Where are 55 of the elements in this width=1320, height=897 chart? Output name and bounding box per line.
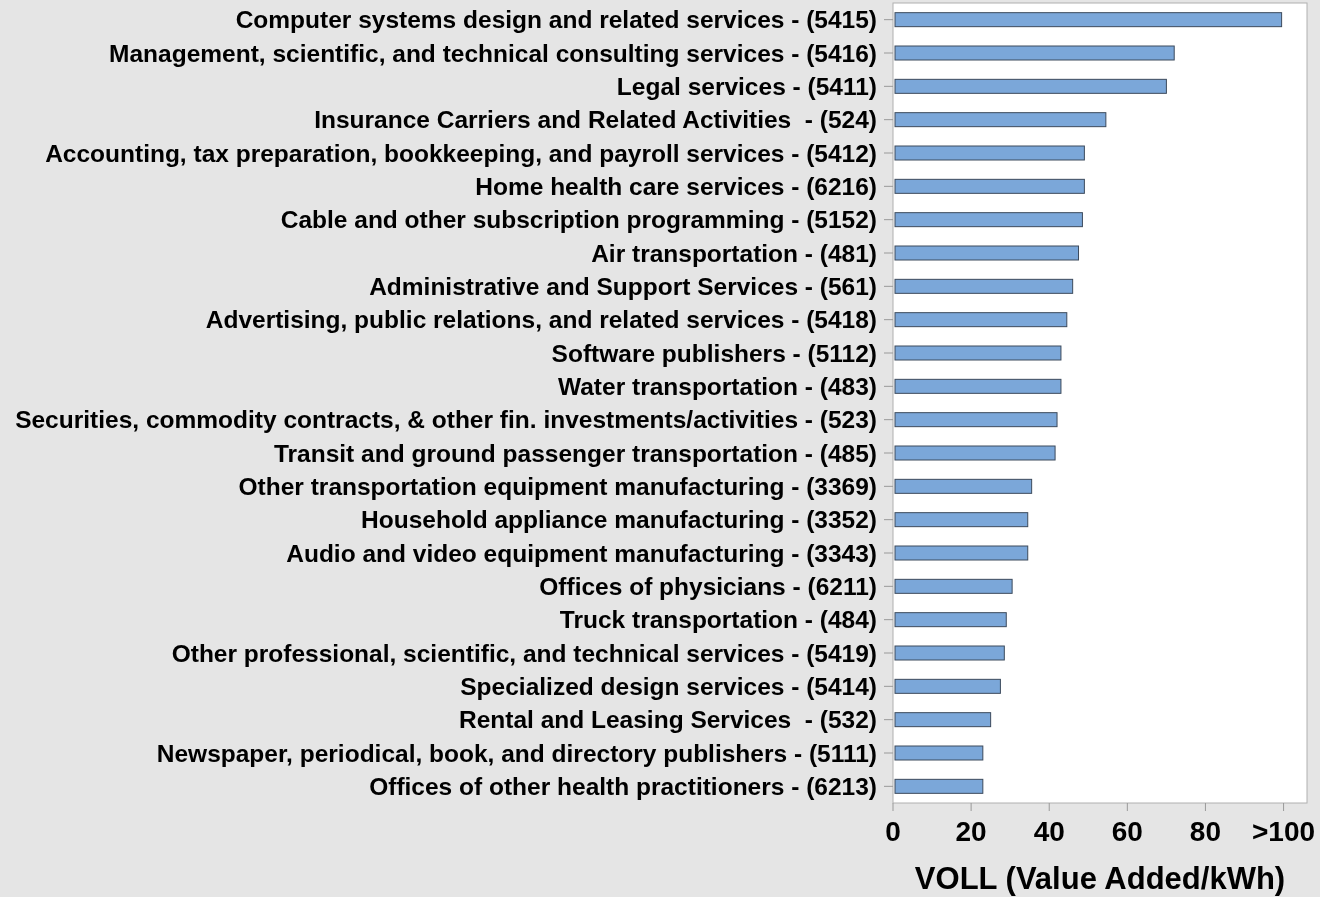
y-tick-label: Securities, commodity contracts, & other fin. investments/activities - (523) <box>15 406 877 434</box>
bar <box>894 545 1029 561</box>
x-tick-label: 60 <box>1111 816 1143 847</box>
bar <box>894 445 1056 461</box>
bar <box>894 245 1080 261</box>
bar <box>894 612 1007 628</box>
y-tick-label: Legal services - (5411) <box>616 72 877 100</box>
y-tick-label: Transit and ground passenger transportation - (485) <box>273 439 877 467</box>
y-tick-label: Truck transportation - (484) <box>559 606 877 634</box>
y-tick-label: Other transportation equipment manufacturing - (3369) <box>238 472 877 500</box>
y-tick-label: Computer systems design and related services - (5415) <box>235 6 877 34</box>
y-tick-label: Newspaper, periodical, book, and directory publishers - (5111) <box>156 739 877 767</box>
y-tick-label: Offices of other health practitioners - (6213) <box>369 772 877 800</box>
x-axis-title: VOLL (Value Added/kWh) <box>914 861 1286 896</box>
y-tick-label: Household appliance manufacturing - (3352) <box>361 506 877 534</box>
y-tick-label: Insurance Carriers and Related Activities - (524) <box>314 106 877 134</box>
bar <box>894 145 1085 161</box>
bar <box>894 112 1107 128</box>
bar <box>894 312 1068 328</box>
bar <box>894 12 1283 28</box>
x-tick-label: >100 <box>1252 816 1316 847</box>
bar <box>894 212 1083 228</box>
x-tick-label: 0 <box>885 816 901 847</box>
bar <box>894 178 1085 194</box>
bar <box>894 345 1062 361</box>
bar <box>894 678 1001 694</box>
bar <box>894 578 1013 594</box>
y-tick-label: Specialized design services - (5414) <box>460 672 877 700</box>
x-tick-label: 80 <box>1189 816 1222 847</box>
bar <box>894 478 1033 494</box>
bar <box>894 645 1005 661</box>
bar <box>894 78 1167 94</box>
y-tick-label: Home health care services - (6216) <box>475 172 877 200</box>
y-tick-label: Administrative and Support Services - (561) <box>369 272 877 300</box>
y-tick-label: Air transportation - (481) <box>591 239 877 267</box>
x-tick-label: 20 <box>955 816 987 847</box>
bar <box>894 778 984 794</box>
y-tick-label: Advertising, public relations, and related services - (5418) <box>205 306 877 334</box>
bar <box>894 278 1074 294</box>
y-tick-label: Audio and video equipment manufacturing - (3343) <box>286 539 877 567</box>
bar <box>894 412 1058 428</box>
bar <box>894 45 1175 61</box>
y-tick-label: Management, scientific, and technical consulting services - (5416) <box>109 39 877 67</box>
y-tick-label: Cable and other subscription programming - (5152) <box>280 206 877 234</box>
y-tick-label: Rental and Leasing Services - (532) <box>458 706 877 734</box>
y-tick-label: Software publishers - (5112) <box>551 339 877 367</box>
bar <box>894 378 1062 394</box>
bar <box>894 745 984 761</box>
y-tick-label: Offices of physicians - (6211) <box>539 572 877 600</box>
bar <box>894 712 992 728</box>
bar <box>894 512 1029 528</box>
y-tick-label: Accounting, tax preparation, bookkeeping, and payroll services - (5412) <box>45 139 877 167</box>
x-tick-label: 40 <box>1033 816 1065 847</box>
y-tick-label: Water transportation - (483) <box>558 372 877 400</box>
y-tick-label: Other professional, scientific, and technical services - (5419) <box>171 639 877 667</box>
